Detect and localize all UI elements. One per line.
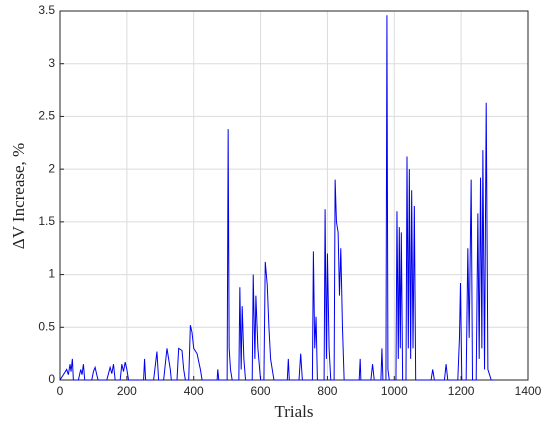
y-tick-label: 2 — [48, 161, 55, 175]
x-tick-label: 1400 — [515, 384, 542, 398]
x-tick-label: 400 — [184, 384, 204, 398]
y-tick-label: 1.5 — [38, 214, 55, 228]
x-tick-label: 1200 — [448, 384, 475, 398]
y-tick-label: 3.5 — [38, 3, 55, 17]
y-tick-label: 1 — [48, 267, 55, 281]
x-tick-label: 600 — [251, 384, 271, 398]
y-tick-label: 0.5 — [38, 319, 55, 333]
x-tick-label: 1000 — [381, 384, 408, 398]
y-axis-label: ΔV Increase, % — [9, 143, 28, 249]
y-tick-label: 2.5 — [38, 109, 55, 123]
x-tick-label: 800 — [317, 384, 337, 398]
x-tick-label: 200 — [117, 384, 137, 398]
x-axis-label: Trials — [274, 402, 313, 421]
y-tick-label: 3 — [48, 56, 55, 70]
plot-area — [60, 11, 528, 380]
x-tick-label: 0 — [57, 384, 64, 398]
y-tick-label: 0 — [48, 372, 55, 386]
data-line — [59, 15, 495, 381]
